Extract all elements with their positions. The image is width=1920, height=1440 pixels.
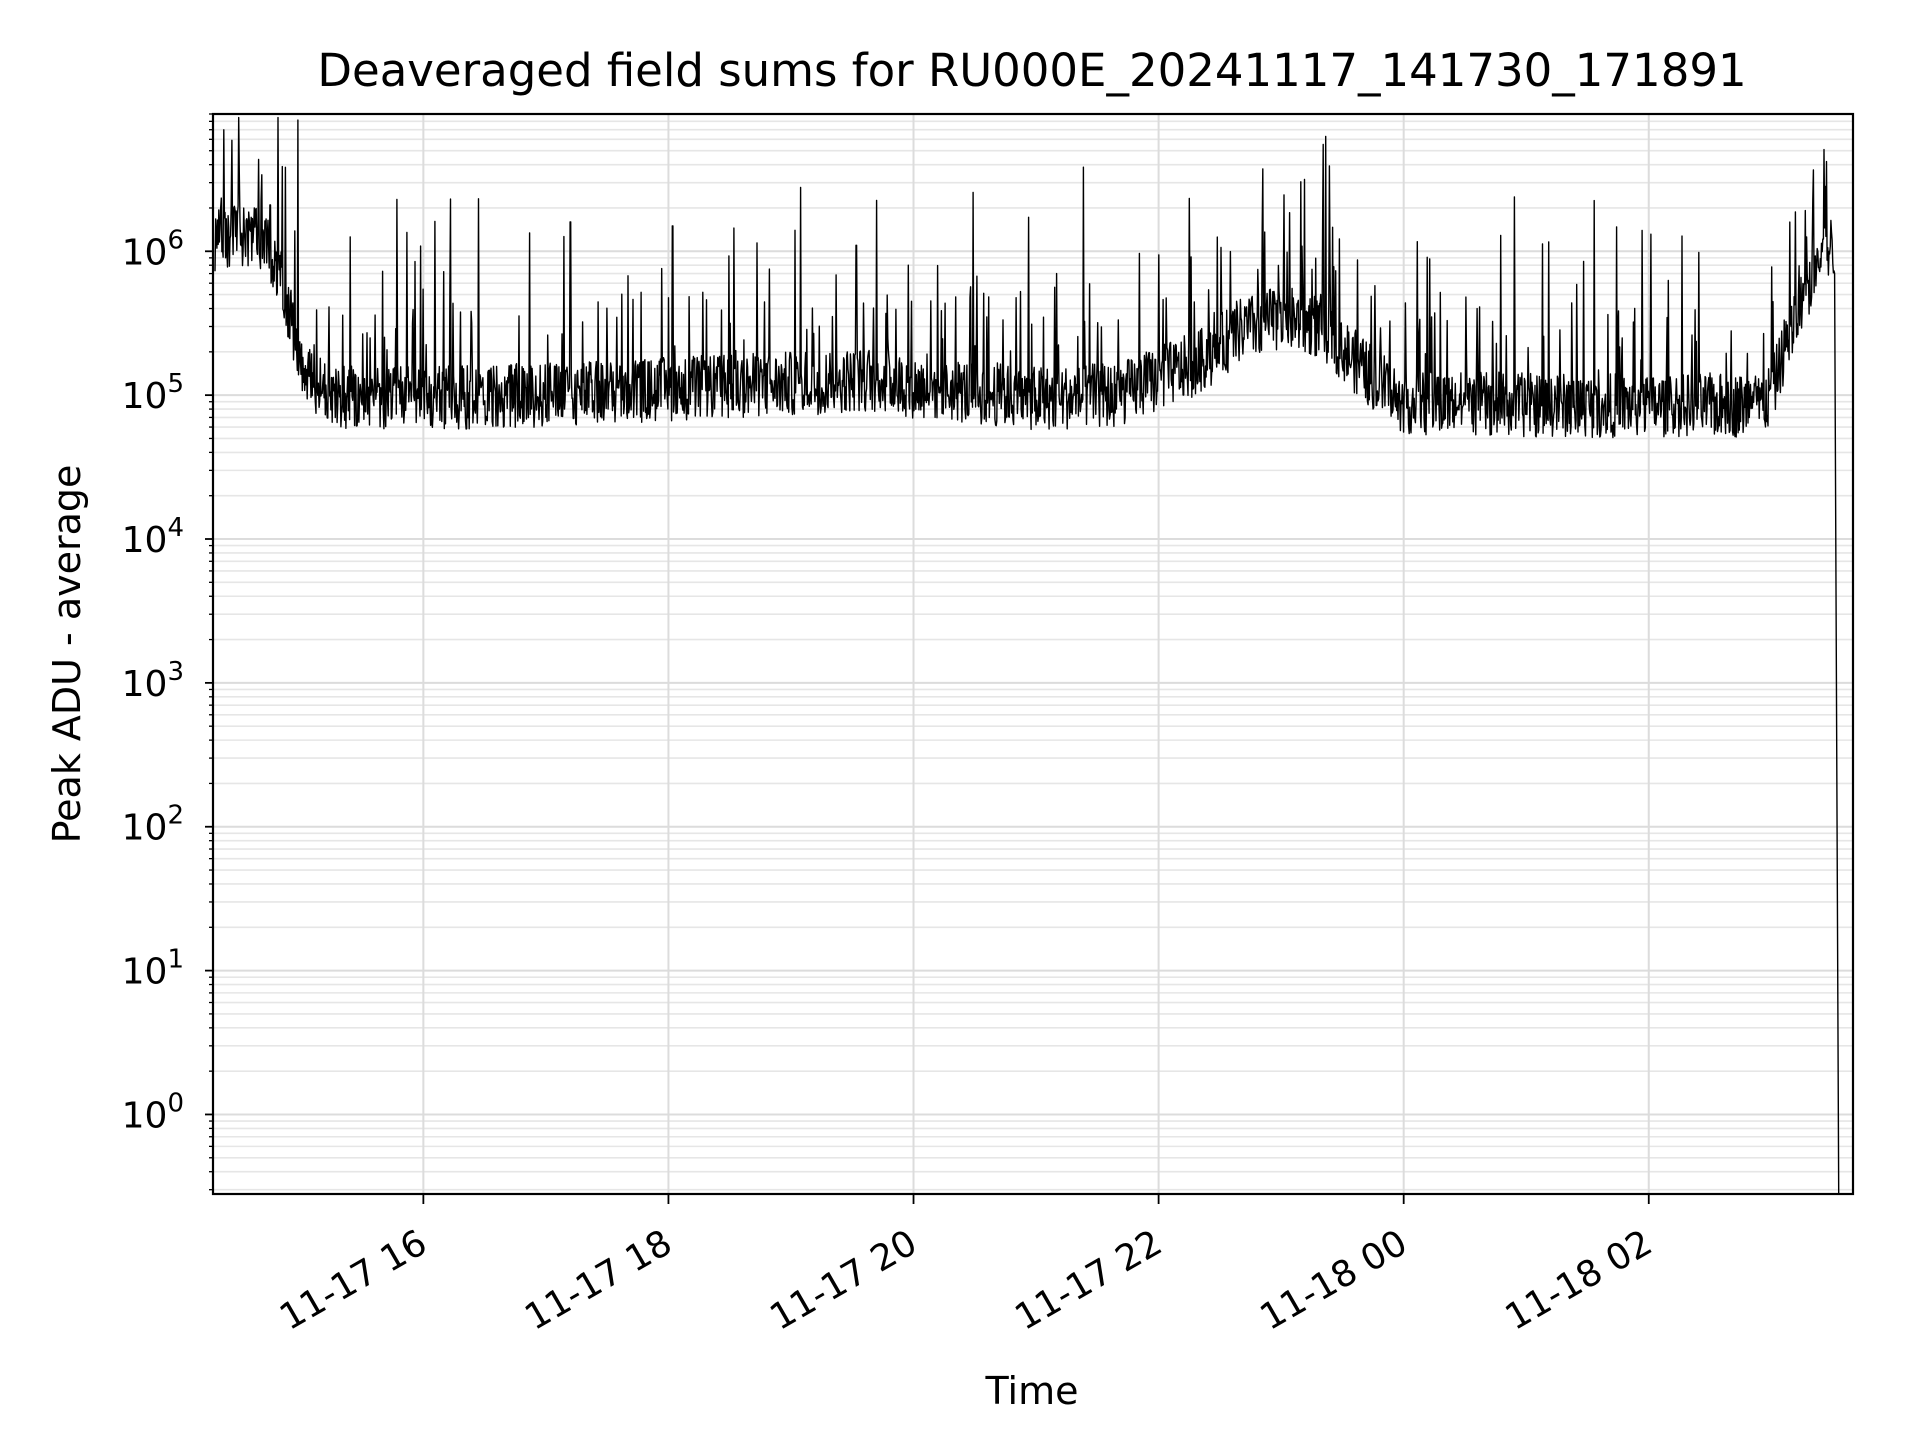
y-axis-ticks: 100 101 102 103 104 105 106 [122,113,213,1191]
y-tick-label: 106 [122,225,184,273]
chart-title: Deaveraged field sums for RU000E_2024111… [317,44,1746,97]
x-axis-label: Time [985,1369,1079,1413]
y-tick-label: 104 [122,513,184,561]
y-tick-label: 105 [122,369,184,417]
y-tick-label: 103 [122,657,184,705]
y-tick-label: 101 [122,945,184,993]
y-axis-label: Peak ADU - average [45,465,89,844]
series-layer [214,116,1840,1195]
plot-frame [211,112,1855,1196]
series-line [214,116,1840,1195]
y-tick-label: 100 [122,1088,184,1136]
y-tick-label: 102 [122,801,184,849]
